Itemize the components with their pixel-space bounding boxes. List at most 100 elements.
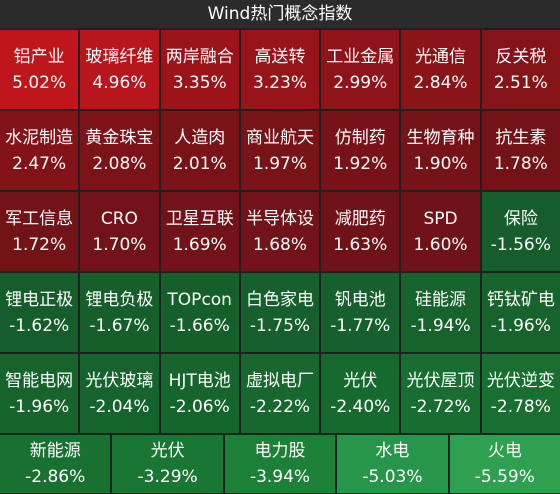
- tile-change: -2.06%: [169, 396, 230, 417]
- tile: 人造肉 2.01%: [160, 111, 239, 190]
- tile-change: -5.03%: [362, 467, 423, 487]
- tile-change: -1.77%: [330, 315, 391, 336]
- tile-name: 新能源: [29, 441, 81, 461]
- tile-name: 黄金珠宝: [85, 127, 154, 148]
- tile: 保险 -1.56%: [481, 192, 560, 271]
- tile-row: 水泥制造 2.47% 黄金珠宝 2.08% 人造肉 2.01% 商业航天 1.97% 仿制药 1.…: [0, 111, 560, 190]
- tile: CRO 1.70%: [80, 192, 159, 271]
- tile-change: -1.56%: [490, 234, 551, 255]
- tile-change: 1.60%: [413, 234, 468, 255]
- tile: 新能源 -2.86%: [0, 435, 111, 493]
- tile-change: 5.02%: [12, 72, 67, 93]
- tile-name: 减肥药: [334, 208, 386, 229]
- tile-name: 钒电池: [334, 289, 386, 310]
- tile-name: 人造肉: [174, 127, 226, 148]
- tile-name: 生物育种: [406, 127, 475, 148]
- tile-row: 锂电正极 -1.62% 锂电负极 -1.67% TOPcon -1.66% 白色家电 -1.7…: [0, 273, 560, 352]
- title: Wind热门概念指数: [0, 0, 560, 28]
- tile-change: -3.29%: [137, 467, 198, 487]
- tile-name: 仿制药: [334, 127, 386, 148]
- tile: SPD 1.60%: [401, 192, 480, 271]
- tile-name: SPD: [423, 208, 458, 229]
- tile-change: -1.67%: [89, 315, 150, 336]
- tile-change: 2.47%: [12, 153, 67, 174]
- tile: 光通信 2.84%: [401, 30, 480, 109]
- tile-change: -2.86%: [25, 467, 86, 487]
- tile: 商业航天 1.97%: [240, 111, 320, 190]
- tile: 水泥制造 2.47%: [0, 111, 79, 190]
- tile: 卫星互联 1.69%: [160, 192, 239, 271]
- tile-name: 高送转: [254, 46, 306, 67]
- tile-name: 光伏屋顶: [406, 370, 475, 391]
- tile-change: -2.22%: [249, 396, 311, 417]
- tile-name: 光伏: [343, 370, 378, 391]
- tile: 钒电池 -1.77%: [321, 273, 400, 352]
- tile-change: 2.01%: [172, 153, 227, 174]
- tile: 钙钛矿电 -1.96%: [481, 273, 560, 352]
- tile-change: -2.78%: [490, 396, 551, 417]
- tile: 工业金属 2.99%: [321, 30, 400, 109]
- tile: 火电 -5.59%: [449, 435, 560, 493]
- tile-change: 1.70%: [92, 234, 147, 255]
- tile: 减肥药 1.63%: [321, 192, 400, 271]
- tile: 白色家电 -1.75%: [240, 273, 320, 352]
- tile: 玻璃纤维 4.96%: [80, 30, 159, 109]
- tile: 高送转 3.23%: [240, 30, 320, 109]
- tile-name: 卫星互联: [165, 208, 234, 229]
- tile-change: 1.92%: [333, 153, 388, 174]
- tile-name: 水泥制造: [5, 127, 74, 148]
- tile: 锂电正极 -1.62%: [0, 273, 79, 352]
- tile-name: 锂电正极: [5, 289, 74, 310]
- tile: 光伏屋顶 -2.72%: [401, 354, 480, 433]
- tile: 半导体设 1.68%: [240, 192, 320, 271]
- tile: 智能电网 -1.96%: [0, 354, 79, 433]
- tile: 两岸融合 3.35%: [160, 30, 239, 109]
- tile-change: 1.90%: [413, 153, 468, 174]
- tile-change: 1.68%: [252, 234, 307, 255]
- tile-name: 虚拟电厂: [245, 370, 314, 391]
- tile: TOPcon -1.66%: [160, 273, 239, 352]
- tile-change: -1.75%: [249, 315, 311, 336]
- tile: 反关税 2.51%: [481, 30, 560, 109]
- tile-name: 两岸融合: [165, 46, 234, 67]
- tile-name: 智能电网: [5, 370, 74, 391]
- tile-change: -2.40%: [330, 396, 391, 417]
- tile-row: 智能电网 -1.96% 光伏玻璃 -2.04% HJT电池 -2.06% 虚拟电厂 -2.22…: [0, 354, 560, 433]
- tile-name: 光伏: [150, 441, 185, 461]
- tile-change: 4.96%: [92, 72, 147, 93]
- tile: 光伏玻璃 -2.04%: [80, 354, 159, 433]
- tile: 黄金珠宝 2.08%: [80, 111, 159, 190]
- tile-change: 2.51%: [493, 72, 548, 93]
- tile: 光伏 -2.40%: [321, 354, 400, 433]
- tile: 军工信息 1.72%: [0, 192, 79, 271]
- tile-change: -1.94%: [410, 315, 471, 336]
- tile-change: -1.66%: [169, 315, 230, 336]
- tile-change: -1.96%: [9, 396, 70, 417]
- tile: 锂电负极 -1.67%: [80, 273, 159, 352]
- tile-name: 光通信: [415, 46, 467, 67]
- tile-name: 电力股: [254, 441, 306, 461]
- tile-name: 半导体设: [245, 208, 314, 229]
- tile-change: -1.62%: [9, 315, 70, 336]
- tile: 硅能源 -1.94%: [401, 273, 480, 352]
- tile: 虚拟电厂 -2.22%: [240, 354, 320, 433]
- tile-name: 保险: [503, 208, 538, 229]
- tile-name: 火电: [487, 441, 522, 461]
- tile-change: 2.08%: [92, 153, 147, 174]
- tile-change: 2.84%: [413, 72, 468, 93]
- tile-change: 3.23%: [252, 72, 307, 93]
- tile-change: -2.04%: [89, 396, 150, 417]
- tile-name: 白色家电: [245, 289, 314, 310]
- tile-name: 工业金属: [326, 46, 395, 67]
- tile-change: 1.63%: [333, 234, 388, 255]
- tile-name: 铝产业: [13, 46, 65, 67]
- tile-row: 军工信息 1.72% CRO 1.70% 卫星互联 1.69% 半导体设 1.68% 减肥药 1.…: [0, 192, 560, 271]
- tile-change: -5.59%: [474, 467, 535, 487]
- tile-name: 钙钛矿电: [486, 289, 555, 310]
- tile-name: 水电: [375, 441, 410, 461]
- tile-change: -3.94%: [249, 467, 311, 487]
- tile: HJT电池 -2.06%: [160, 354, 239, 433]
- tile-name: 硅能源: [415, 289, 467, 310]
- tile-name: 锂电负极: [85, 289, 154, 310]
